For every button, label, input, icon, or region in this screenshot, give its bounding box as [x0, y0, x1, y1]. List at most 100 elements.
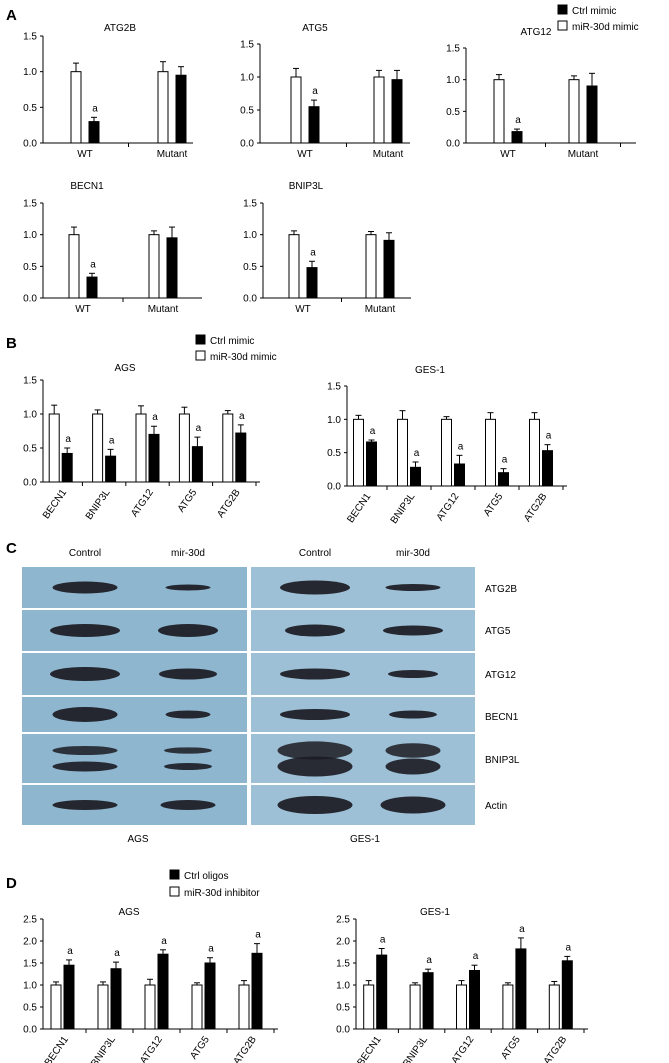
bar — [469, 969, 480, 1030]
x-tick-label: BECN1 — [345, 491, 373, 525]
bar — [376, 954, 388, 1030]
bar — [251, 952, 263, 1030]
x-tick-label: WT — [500, 149, 516, 160]
bar — [493, 79, 505, 144]
blot-col-ags-mir: mir-30d — [171, 548, 205, 559]
x-tick-label: Mutant — [365, 304, 396, 315]
bar — [383, 239, 395, 299]
significance-label: a — [114, 948, 120, 959]
blot-band — [50, 624, 120, 637]
legend-a: Ctrl mimic miR-30d mimic — [557, 4, 639, 33]
blot-row — [22, 697, 475, 732]
x-tick-label: BNIP3L — [389, 491, 418, 526]
y-tick-label: 0.5 — [327, 448, 341, 459]
y-tick-label: 1.0 — [446, 75, 460, 86]
bar — [353, 418, 364, 487]
chart-5: AGS 0.0 0.5 1.0 1.5 BECN1 BNIP3L ATG12 ATG5 ATG2B… — [23, 363, 260, 522]
x-tick-label: BECN1 — [356, 1034, 384, 1063]
legend-a-swatch-ctrl — [557, 4, 568, 15]
y-tick-label: 0.0 — [336, 1025, 350, 1036]
significance-label: a — [473, 951, 479, 962]
legend-a-label-mir: miR-30d mimic — [572, 22, 639, 33]
bar — [365, 234, 377, 299]
blot-band — [52, 745, 118, 756]
bar — [175, 74, 187, 144]
blot-band — [50, 667, 120, 681]
blot-row-label-actin: Actin — [485, 801, 507, 812]
bar — [204, 962, 216, 1030]
blot-row — [22, 785, 475, 825]
y-tick-label: 1.5 — [240, 40, 254, 51]
y-tick-label: 0.0 — [23, 1025, 37, 1036]
blot-band — [388, 670, 438, 678]
blot-row-label-atg12: ATG12 — [485, 670, 516, 681]
bar — [88, 121, 100, 144]
bar — [454, 463, 465, 487]
x-tick-label: Mutant — [157, 149, 188, 160]
y-tick-label: 1.0 — [23, 981, 37, 992]
bar — [397, 418, 408, 487]
blot-band — [164, 763, 212, 770]
blot-row-label-becn1: BECN1 — [485, 712, 519, 723]
blot-col-ges-mir: mir-30d — [396, 548, 430, 559]
bar — [511, 131, 523, 144]
y-tick-label: 2.0 — [23, 937, 37, 948]
x-tick-label: ATG2B — [522, 491, 550, 524]
bar — [366, 441, 377, 487]
western-blot: Control mir-30d Control mir-30d ATG2B AT… — [22, 548, 520, 845]
chart-4: BNIP3L 0.0 0.5 1.0 1.5 WT Mutant a — [243, 181, 411, 315]
y-tick-label: 0.5 — [446, 107, 460, 118]
legend-d-label-inh: miR-30d inhibitor — [184, 888, 260, 899]
significance-label: a — [370, 426, 376, 437]
y-tick-label: 0.0 — [446, 139, 460, 150]
bar — [157, 71, 169, 144]
y-tick-label: 1.5 — [336, 959, 350, 970]
x-tick-label: ATG2B — [542, 1034, 570, 1063]
chart-7: AGS 0.0 0.5 1.0 1.5 2.0 2.5 BECN1 BNIP3L ATG12 ATG… — [23, 907, 278, 1063]
chart-title: ATG5 — [302, 23, 328, 34]
y-tick-label: 1.5 — [23, 32, 37, 43]
chart-title: AGS — [118, 907, 139, 918]
x-tick-label: ATG12 — [450, 1034, 477, 1063]
bar-charts: ATG2B 0.0 0.5 1.0 1.5 WT Mutant a ATG5 0.0 0.5 1.0 1… — [23, 23, 636, 1063]
bar — [515, 948, 527, 1030]
y-tick-label: 1.5 — [446, 44, 460, 55]
x-tick-label: ATG12 — [138, 1034, 165, 1063]
bar — [542, 450, 553, 487]
y-tick-label: 0.5 — [23, 1003, 37, 1014]
x-tick-label: BNIP3L — [84, 487, 113, 522]
bar — [61, 452, 73, 483]
chart-6: GES-1 0.0 0.5 1.0 1.5 BECN1 BNIP3L ATG12 ATG5 ATG… — [327, 365, 567, 526]
chart-title: ATG12 — [521, 27, 552, 38]
bar — [222, 413, 234, 483]
significance-label: a — [502, 455, 508, 466]
y-tick-label: 1.5 — [23, 199, 37, 210]
y-tick-label: 1.5 — [23, 959, 37, 970]
significance-label: a — [515, 115, 521, 126]
legend-a-label-ctrl: Ctrl mimic — [572, 6, 616, 17]
significance-label: a — [196, 423, 202, 434]
x-tick-label: ATG5 — [499, 1034, 523, 1061]
x-tick-label: Mutant — [148, 304, 179, 315]
significance-label: a — [426, 955, 432, 966]
y-tick-label: 2.5 — [23, 915, 37, 926]
x-tick-label: ATG12 — [129, 487, 156, 519]
x-tick-label: ATG2B — [232, 1034, 260, 1063]
significance-label: a — [458, 441, 464, 452]
significance-label: a — [380, 934, 386, 945]
significance-label: a — [546, 431, 552, 442]
blot-band — [277, 796, 353, 814]
blot-band — [385, 743, 441, 758]
blot-strip-ags — [22, 734, 247, 783]
chart-title: BNIP3L — [289, 181, 324, 192]
bar — [456, 984, 467, 1030]
bar — [568, 79, 580, 144]
significance-label: a — [109, 435, 115, 446]
significance-label: a — [208, 944, 214, 955]
bar — [288, 234, 300, 299]
chart-title: BECN1 — [70, 181, 104, 192]
bar — [561, 960, 573, 1030]
chart-title: GES-1 — [420, 907, 450, 918]
y-tick-label: 0.0 — [243, 294, 257, 305]
